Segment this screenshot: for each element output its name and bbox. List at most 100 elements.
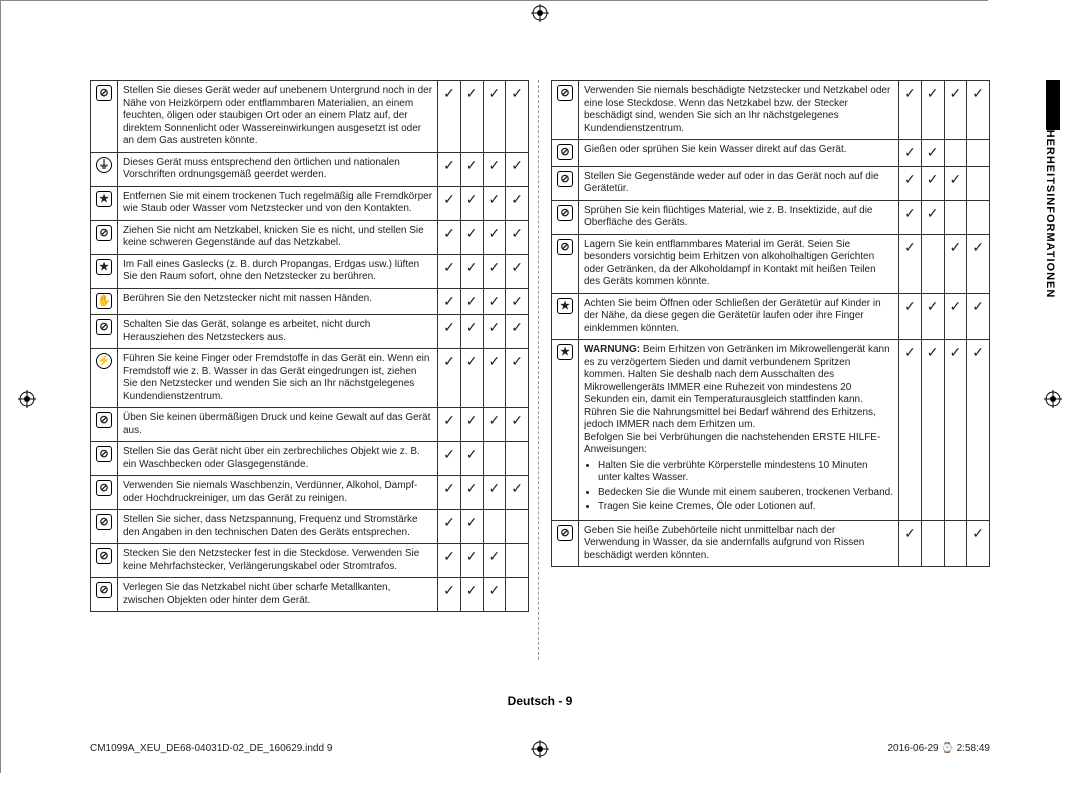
registration-mark-top bbox=[531, 4, 549, 22]
safety-table-right: ⊘Verwenden Sie niemals beschädigte Netzs… bbox=[551, 80, 990, 567]
check-cell: ✓ bbox=[967, 293, 990, 340]
check-cell: ✓ bbox=[506, 81, 529, 153]
row-icon-cell: ★ bbox=[552, 340, 579, 521]
row-text: Stellen Sie sicher, dass Netzspannung, F… bbox=[118, 510, 438, 544]
prohibit-icon: ⊘ bbox=[96, 446, 112, 462]
check-cell: ✓ bbox=[460, 349, 483, 408]
star-icon: ★ bbox=[557, 344, 573, 360]
check-cell: ✓ bbox=[921, 340, 944, 521]
check-cell: ✓ bbox=[506, 315, 529, 349]
check-cell bbox=[944, 520, 967, 567]
check-cell: ✓ bbox=[460, 578, 483, 612]
check-cell bbox=[944, 200, 967, 234]
row-text: Im Fall eines Gaslecks (z. B. durch Prop… bbox=[118, 254, 438, 288]
row-text: Achten Sie beim Öffnen oder Schließen de… bbox=[579, 293, 899, 340]
safety-row: ⊘Geben Sie heiße Zubehörteile nicht unmi… bbox=[552, 520, 990, 567]
check-cell: ✓ bbox=[438, 288, 461, 315]
row-icon-cell: ⊘ bbox=[91, 315, 118, 349]
row-icon-cell: ✋ bbox=[91, 288, 118, 315]
check-cell: ✓ bbox=[967, 520, 990, 567]
safety-row: ⊘Stellen Sie dieses Gerät weder auf uneb… bbox=[91, 81, 529, 153]
check-cell: ✓ bbox=[506, 186, 529, 220]
safety-row: ⏚ Dieses Gerät muss entsprechend den örtl… bbox=[91, 152, 529, 186]
check-cell: ✓ bbox=[506, 288, 529, 315]
row-text: Führen Sie keine Finger oder Fremdstoffe… bbox=[118, 349, 438, 408]
prohibit-icon: ⊘ bbox=[557, 205, 573, 221]
check-cell: ✓ bbox=[921, 166, 944, 200]
right-column: ⊘Verwenden Sie niemals beschädigte Netzs… bbox=[551, 80, 990, 700]
check-cell: ✓ bbox=[438, 408, 461, 442]
page-content: ⊘Stellen Sie dieses Gerät weder auf uneb… bbox=[90, 80, 990, 700]
section-tab-label: 01 SICHERHEITSINFORMATIONEN bbox=[1044, 90, 1056, 298]
check-cell: ✓ bbox=[483, 81, 506, 153]
hand-icon: ✋ bbox=[96, 293, 112, 309]
safety-table-left: ⊘Stellen Sie dieses Gerät weder auf uneb… bbox=[90, 80, 529, 612]
row-icon-cell: ⊘ bbox=[91, 476, 118, 510]
check-cell bbox=[506, 544, 529, 578]
star-icon: ★ bbox=[96, 259, 112, 275]
check-cell: ✓ bbox=[506, 408, 529, 442]
check-cell: ✓ bbox=[967, 340, 990, 521]
row-text: Berühren Sie den Netzstecker nicht mit n… bbox=[118, 288, 438, 315]
check-cell bbox=[506, 442, 529, 476]
row-text: Üben Sie keinen übermäßigen Druck und ke… bbox=[118, 408, 438, 442]
check-cell: ✓ bbox=[438, 315, 461, 349]
row-text: Stellen Sie dieses Gerät weder auf unebe… bbox=[118, 81, 438, 153]
check-cell bbox=[921, 520, 944, 567]
safety-row: ⊘Schalten Sie das Gerät, solange es arbe… bbox=[91, 315, 529, 349]
prohibit-icon: ⊘ bbox=[557, 144, 573, 160]
prohibit-icon: ⊘ bbox=[96, 412, 112, 428]
check-cell: ✓ bbox=[944, 340, 967, 521]
left-column: ⊘Stellen Sie dieses Gerät weder auf uneb… bbox=[90, 80, 529, 700]
safety-row: ★ Im Fall eines Gaslecks (z. B. durch Pro… bbox=[91, 254, 529, 288]
page-number: Deutsch - 9 bbox=[0, 694, 1080, 708]
registration-mark-left bbox=[18, 390, 36, 408]
row-text: Gießen oder sprühen Sie kein Wasser dire… bbox=[579, 140, 899, 167]
row-icon-cell: ★ bbox=[91, 254, 118, 288]
check-cell: ✓ bbox=[483, 152, 506, 186]
safety-row: ★ WARNUNG: Beim Erhitzen von Getränken im… bbox=[552, 340, 990, 521]
row-icon-cell: ★ bbox=[552, 293, 579, 340]
row-icon-cell: ⊘ bbox=[91, 81, 118, 153]
safety-row: ★Entfernen Sie mit einem trockenen Tuch … bbox=[91, 186, 529, 220]
check-cell: ✓ bbox=[483, 544, 506, 578]
check-cell: ✓ bbox=[460, 220, 483, 254]
row-icon-cell: ⊘ bbox=[552, 166, 579, 200]
check-cell: ✓ bbox=[899, 293, 922, 340]
safety-row: ✋ Berühren Sie den Netzstecker nicht mit … bbox=[91, 288, 529, 315]
row-icon-cell: ⊘ bbox=[552, 520, 579, 567]
check-cell: ✓ bbox=[483, 476, 506, 510]
check-cell: ✓ bbox=[438, 186, 461, 220]
check-cell: ✓ bbox=[921, 81, 944, 140]
row-text: Dieses Gerät muss entsprechend den örtli… bbox=[118, 152, 438, 186]
row-icon-cell: ⊘ bbox=[91, 442, 118, 476]
check-cell: ✓ bbox=[460, 288, 483, 315]
prohibit-icon: ⊘ bbox=[96, 582, 112, 598]
row-text: Lagern Sie kein entflammbares Material i… bbox=[579, 234, 899, 293]
prohibit-icon: ⊘ bbox=[96, 514, 112, 530]
check-cell: ✓ bbox=[438, 544, 461, 578]
safety-row: ⊘ Stellen Sie sicher, dass Netzspannung, … bbox=[91, 510, 529, 544]
prohibit-icon: ⊘ bbox=[557, 85, 573, 101]
row-text: WARNUNG: Beim Erhitzen von Getränken im … bbox=[579, 340, 899, 521]
ground-icon: ⏚ bbox=[96, 157, 112, 173]
check-cell: ✓ bbox=[506, 152, 529, 186]
check-cell: ✓ bbox=[899, 81, 922, 140]
check-cell: ✓ bbox=[438, 476, 461, 510]
row-icon-cell: ⊘ bbox=[552, 200, 579, 234]
check-cell: ✓ bbox=[438, 254, 461, 288]
check-cell: ✓ bbox=[438, 349, 461, 408]
row-text: Stellen Sie Gegenstände weder auf oder i… bbox=[579, 166, 899, 200]
prohibit-icon: ⊘ bbox=[96, 319, 112, 335]
safety-row: ★Achten Sie beim Öffnen oder Schließen d… bbox=[552, 293, 990, 340]
check-cell: ✓ bbox=[460, 254, 483, 288]
check-cell bbox=[967, 166, 990, 200]
prohibit-icon: ⊘ bbox=[557, 525, 573, 541]
check-cell: ✓ bbox=[460, 476, 483, 510]
check-cell: ✓ bbox=[506, 476, 529, 510]
imprint-timestamp: 2016-06-29 ⌚ 2:58:49 bbox=[887, 743, 990, 754]
safety-row: ⊘Ziehen Sie nicht am Netzkabel, knicken … bbox=[91, 220, 529, 254]
check-cell bbox=[967, 140, 990, 167]
check-cell: ✓ bbox=[506, 349, 529, 408]
check-cell bbox=[483, 442, 506, 476]
